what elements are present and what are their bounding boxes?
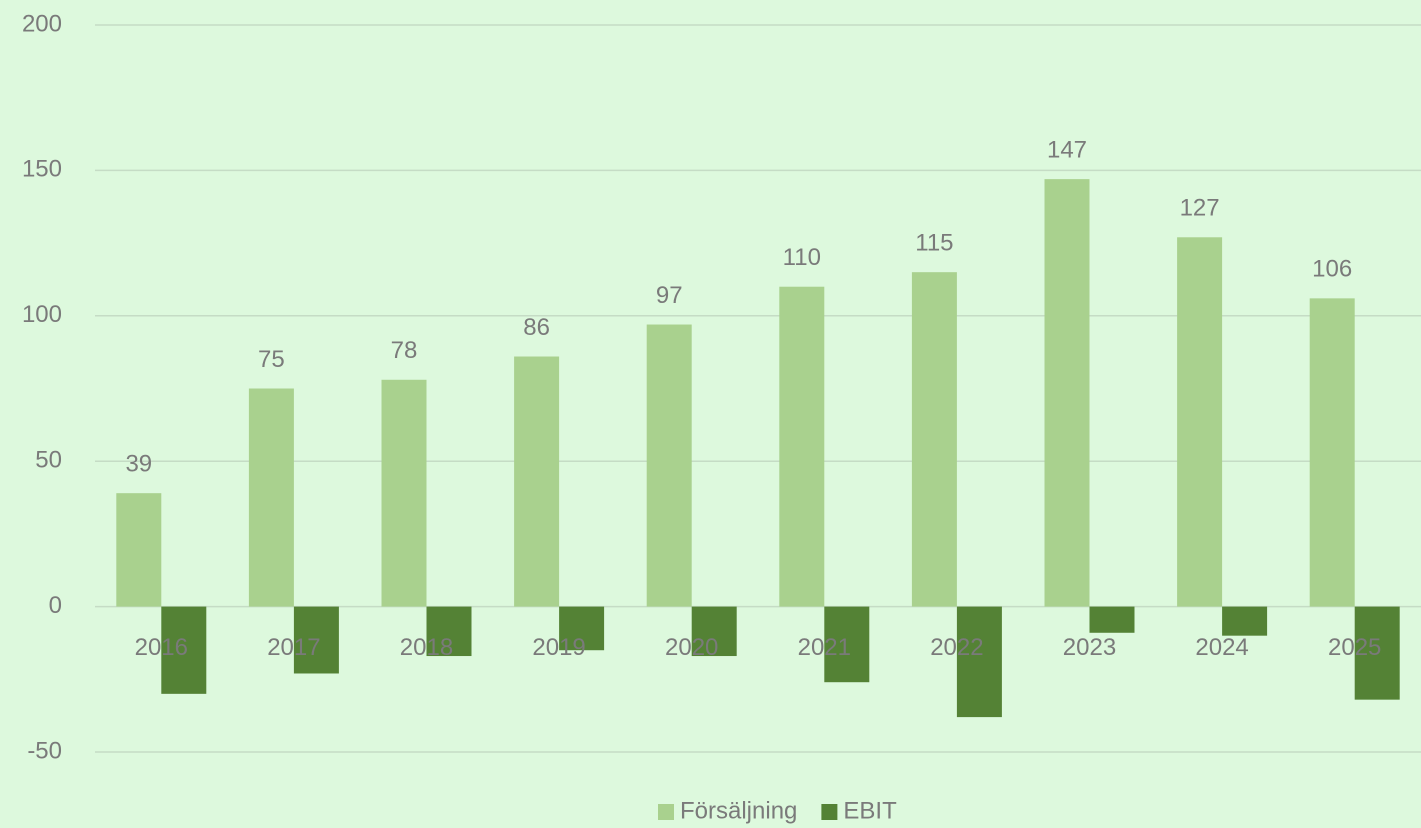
legend-label: Försäljning: [680, 797, 797, 824]
x-tick-label: 2024: [1195, 634, 1248, 661]
bar: [426, 606, 472, 657]
data-label: 78: [391, 337, 418, 364]
bar: [956, 606, 1002, 718]
bar: [116, 493, 162, 607]
y-tick-label: 50: [35, 447, 62, 474]
data-label: 127: [1180, 195, 1220, 222]
data-label: 110: [783, 244, 821, 271]
data-label: 115: [915, 230, 953, 257]
x-tick-label: 2021: [798, 634, 851, 661]
bar: [1354, 606, 1400, 700]
bar: [691, 606, 737, 657]
data-label: 106: [1312, 256, 1352, 283]
bar: [1089, 606, 1135, 633]
bar: [161, 606, 207, 694]
data-label: 147: [1047, 136, 1087, 163]
y-tick-label: 100: [22, 301, 62, 328]
data-label: 75: [258, 346, 285, 373]
bar: [1177, 237, 1223, 607]
bar: [514, 356, 560, 607]
y-tick-label: 0: [49, 592, 62, 619]
x-tick-label: 2018: [400, 634, 453, 661]
y-tick-label: 200: [22, 10, 62, 37]
data-label: 86: [523, 314, 550, 341]
data-label: 97: [656, 282, 683, 309]
bar: [824, 606, 870, 683]
bar: [911, 272, 957, 607]
bar: [293, 606, 339, 674]
x-tick-label: 2020: [665, 634, 718, 661]
legend-swatch: [658, 804, 674, 820]
legend-swatch: [821, 804, 838, 820]
bar: [559, 606, 605, 651]
data-label: 39: [125, 451, 152, 478]
x-tick-label: 2016: [135, 634, 188, 661]
bar: [248, 388, 294, 607]
bar: [1309, 298, 1355, 607]
x-tick-label: 2025: [1328, 634, 1381, 661]
y-tick-label: 150: [22, 156, 62, 183]
bar: [1044, 179, 1090, 607]
x-tick-label: 2019: [532, 634, 585, 661]
bar: [1222, 606, 1268, 636]
x-tick-label: 2022: [930, 634, 983, 661]
x-tick-label: 2017: [267, 634, 320, 661]
bar: [381, 379, 427, 607]
bar: [646, 324, 692, 607]
x-tick-label: 2023: [1063, 634, 1116, 661]
bar: [779, 286, 825, 607]
legend-label: EBIT: [843, 797, 897, 824]
y-tick-label: -50: [27, 737, 62, 764]
